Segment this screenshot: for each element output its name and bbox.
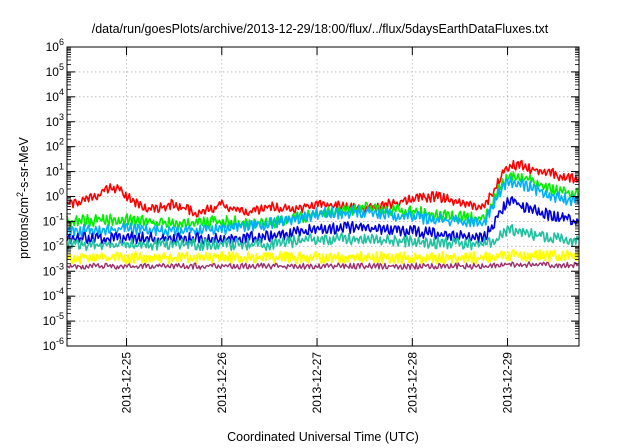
y-tick-label-base: 10 [43, 289, 57, 303]
y-tick-label-exponent: 6 [59, 37, 64, 47]
y-tick-label: 10-6 [43, 336, 64, 353]
y-tick-label: 103 [46, 112, 64, 129]
y-tick-label: 10-1 [43, 211, 64, 228]
y-tick-label-exponent: 4 [59, 87, 64, 97]
axes: 10610510410310210110010-110-210-310-410-… [43, 37, 579, 413]
y-tick-label-exponent: 0 [59, 187, 64, 197]
y-tick-label: 105 [46, 62, 64, 79]
series-line [66, 196, 579, 246]
y-tick-label: 102 [46, 137, 64, 154]
y-axis-label: protons/cm2-s-sr-MeV [15, 137, 31, 259]
y-tick-label-exponent: -3 [56, 261, 64, 271]
y-tick-label-base: 10 [43, 264, 57, 278]
y-tick-label-exponent: 5 [59, 62, 64, 72]
chart-title: /data/run/goesPlots/archive/2013-12-29/1… [91, 22, 549, 36]
y-axis-label-exponent: 2 [14, 192, 25, 198]
series-line [66, 175, 579, 238]
series-line [66, 248, 580, 265]
x-tick-label: 2013-12-29 [501, 352, 515, 414]
y-tick-label: 10-2 [43, 236, 64, 253]
y-tick-label-base: 10 [43, 339, 57, 353]
x-tick-label: 2013-12-27 [310, 352, 324, 414]
y-tick-label-exponent: -1 [56, 211, 64, 221]
y-tick-label: 101 [46, 162, 64, 179]
y-axis-label-part: -s-sr-MeV [17, 137, 32, 192]
y-tick-label-exponent: -5 [56, 311, 64, 321]
y-tick-label: 104 [46, 87, 64, 104]
y-tick-label-base: 10 [43, 214, 57, 228]
x-tick-label: 2013-12-26 [215, 352, 229, 414]
y-tick-label-exponent: -2 [56, 236, 64, 246]
y-tick-label-base: 10 [46, 190, 60, 204]
y-tick-label-exponent: 3 [59, 112, 64, 122]
y-tick-label-base: 10 [46, 140, 60, 154]
x-axis-label: Coordinated Universal Time (UTC) [227, 430, 419, 444]
series-line [66, 224, 579, 252]
series-line [66, 261, 579, 270]
y-tick-label-base: 10 [43, 239, 57, 253]
series-line [66, 159, 579, 218]
x-tick-label: 2013-12-28 [405, 352, 419, 414]
y-tick-label-base: 10 [46, 165, 60, 179]
series-line [66, 171, 579, 231]
y-axis-label-part: protons/cm [17, 197, 32, 259]
y-tick-label-base: 10 [46, 40, 60, 54]
y-tick-label-exponent: 2 [59, 137, 64, 147]
series-layer [66, 159, 580, 270]
grid-lines [67, 46, 579, 347]
y-tick-label: 106 [46, 37, 64, 54]
y-tick-label: 100 [46, 187, 64, 204]
y-tick-label-base: 10 [46, 90, 60, 104]
y-tick-label: 10-5 [43, 311, 64, 328]
y-tick-label-exponent: 1 [59, 162, 64, 172]
y-tick-label-base: 10 [43, 314, 57, 328]
y-tick-label-base: 10 [46, 65, 60, 79]
x-tick-label: 2013-12-25 [120, 352, 134, 414]
y-tick-label-exponent: -4 [56, 286, 64, 296]
y-tick-label: 10-3 [43, 261, 64, 278]
y-tick-label-base: 10 [46, 115, 60, 129]
y-tick-label-exponent: -6 [56, 336, 64, 346]
y-tick-label: 10-4 [43, 286, 64, 303]
